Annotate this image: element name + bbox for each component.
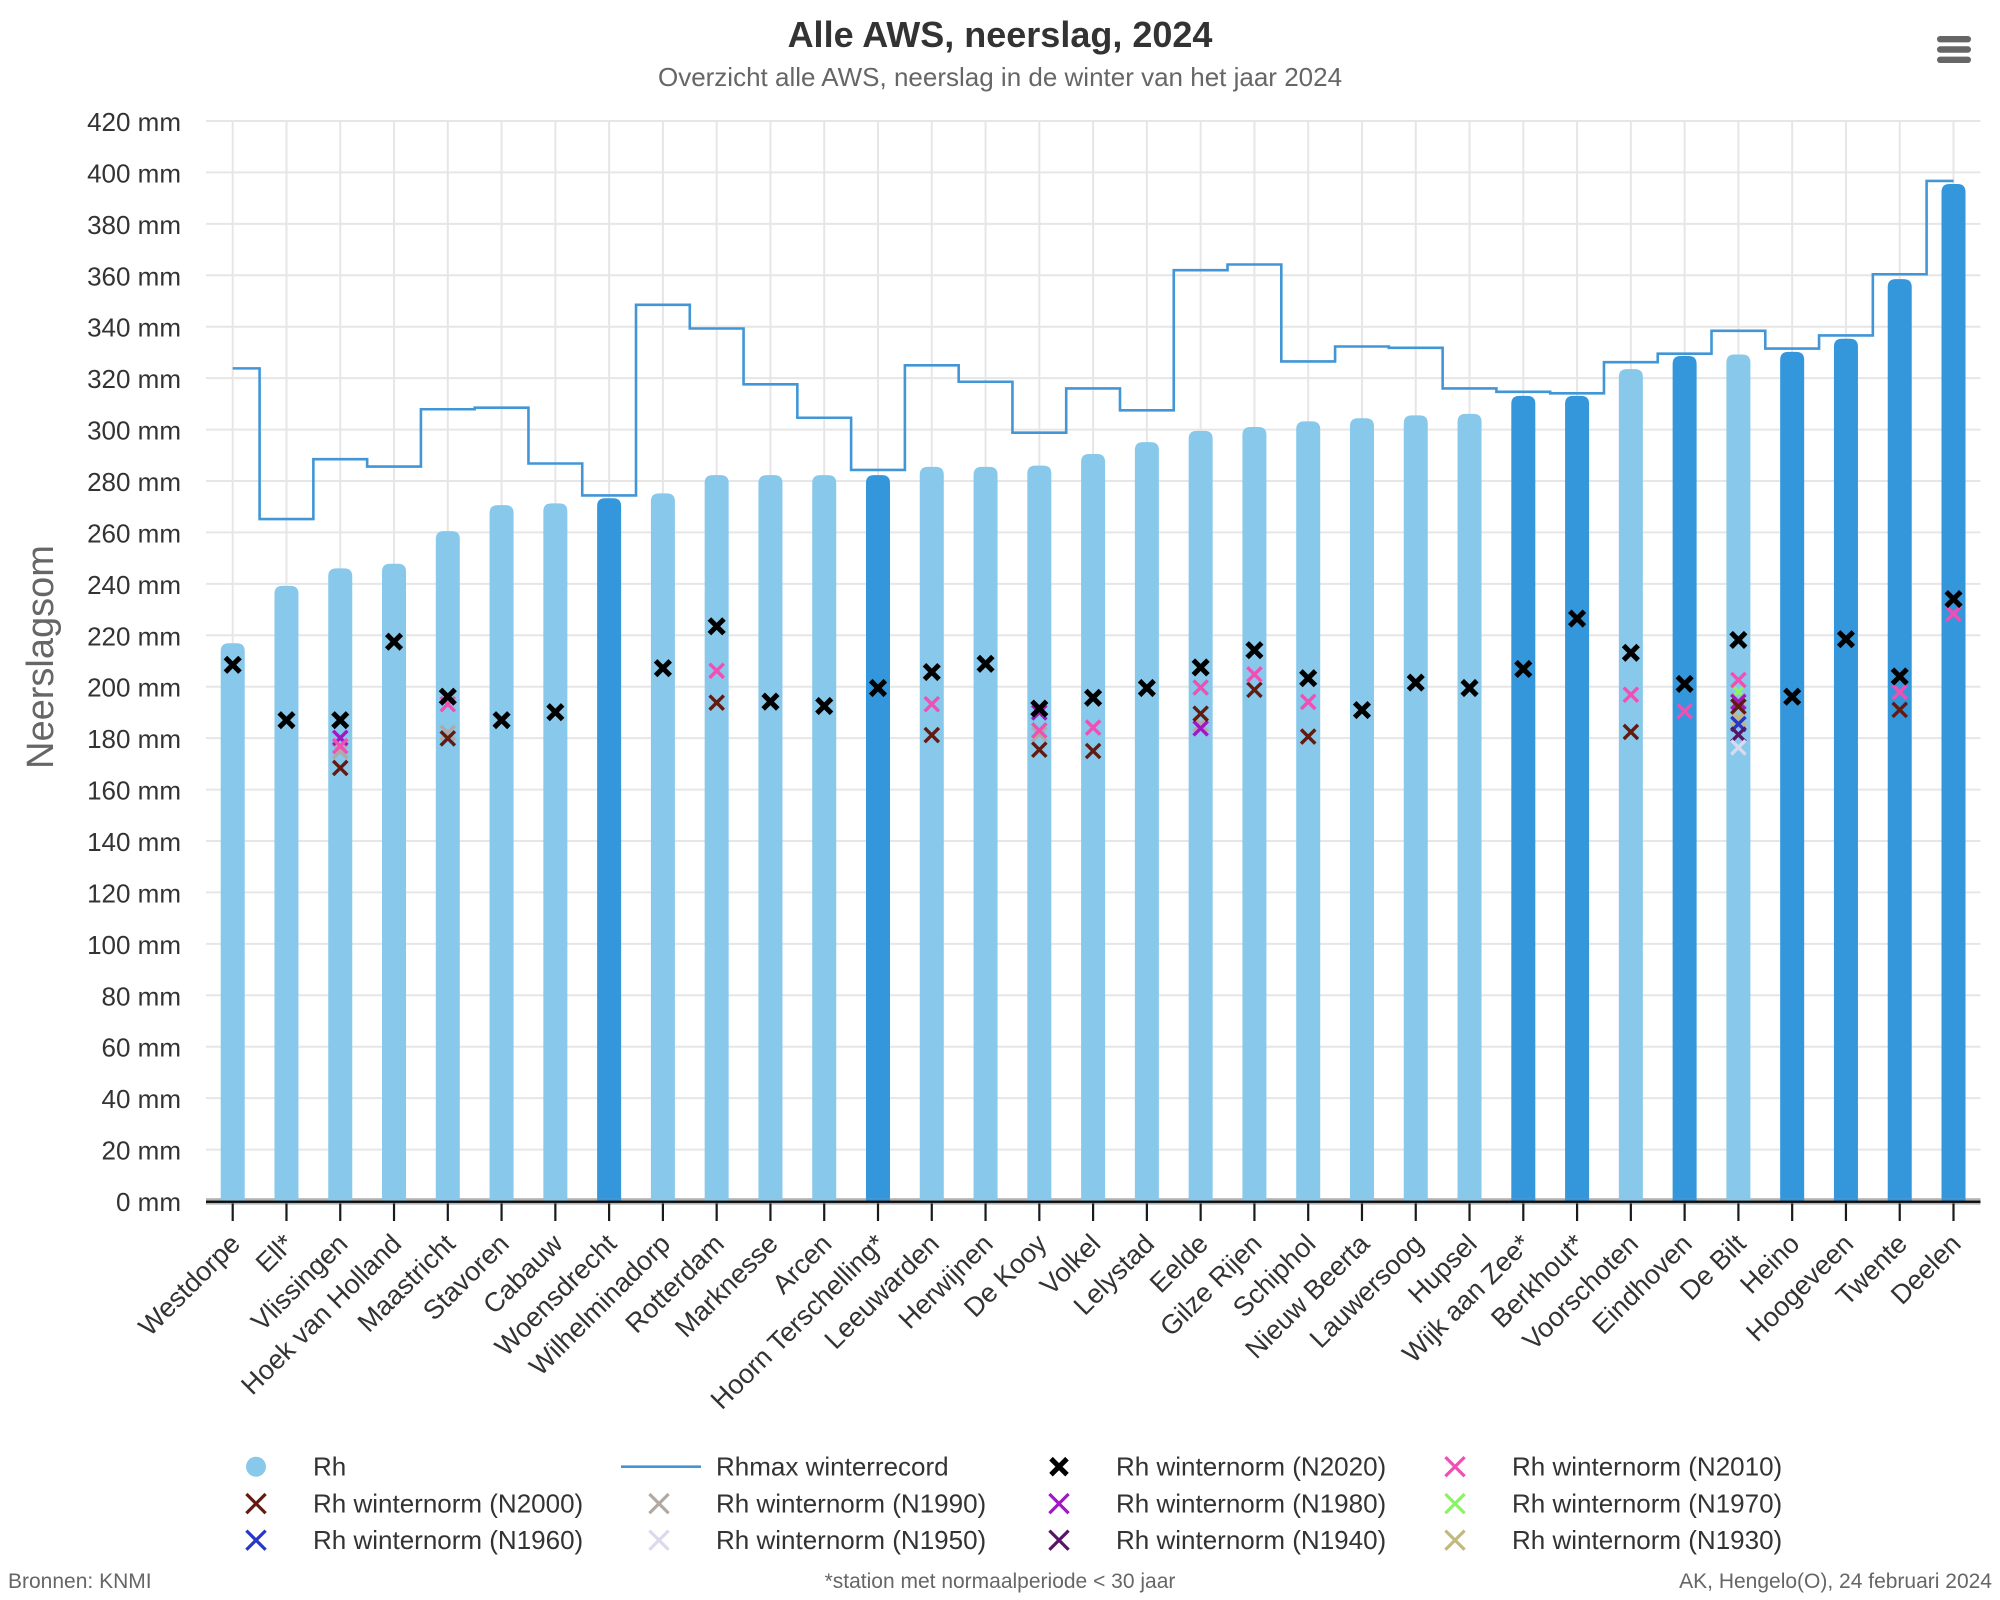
svg-text:Rh winternorm (N1960): Rh winternorm (N1960) xyxy=(313,1525,583,1555)
svg-text:140 mm: 140 mm xyxy=(87,827,181,857)
svg-text:280 mm: 280 mm xyxy=(87,467,181,497)
svg-text:Bronnen: KNMI: Bronnen: KNMI xyxy=(8,1570,152,1593)
svg-text:Rh winternorm (N1980): Rh winternorm (N1980) xyxy=(1116,1489,1386,1519)
svg-text:Rh winternorm (N2010): Rh winternorm (N2010) xyxy=(1512,1452,1782,1482)
svg-text:*station met normaalperiode <: *station met normaalperiode < 30 jaar xyxy=(825,1570,1176,1593)
svg-text:340 mm: 340 mm xyxy=(87,313,181,343)
svg-text:Alle AWS, neerslag, 2024: Alle AWS, neerslag, 2024 xyxy=(788,14,1213,55)
svg-text:220 mm: 220 mm xyxy=(87,621,181,651)
svg-text:Rh: Rh xyxy=(313,1452,346,1482)
svg-text:120 mm: 120 mm xyxy=(87,878,181,908)
svg-text:40 mm: 40 mm xyxy=(102,1084,181,1114)
svg-text:380 mm: 380 mm xyxy=(87,210,181,240)
svg-text:320 mm: 320 mm xyxy=(87,364,181,394)
svg-text:Rhmax winterrecord: Rhmax winterrecord xyxy=(716,1452,949,1482)
svg-text:100 mm: 100 mm xyxy=(87,930,181,960)
svg-text:240 mm: 240 mm xyxy=(87,570,181,600)
svg-text:60 mm: 60 mm xyxy=(102,1033,181,1063)
svg-text:Overzicht alle AWS, neerslag i: Overzicht alle AWS, neerslag in de winte… xyxy=(658,62,1342,92)
svg-text:200 mm: 200 mm xyxy=(87,673,181,703)
svg-text:Rh winternorm (N2000): Rh winternorm (N2000) xyxy=(313,1489,583,1519)
svg-text:300 mm: 300 mm xyxy=(87,416,181,446)
svg-text:Rh winternorm (N1930): Rh winternorm (N1930) xyxy=(1512,1525,1782,1555)
svg-text:Neerslagsom: Neerslagsom xyxy=(20,545,62,769)
svg-text:420 mm: 420 mm xyxy=(87,107,181,137)
svg-text:0 mm: 0 mm xyxy=(116,1187,181,1217)
svg-text:160 mm: 160 mm xyxy=(87,776,181,806)
svg-text:Rh winternorm (N1970): Rh winternorm (N1970) xyxy=(1512,1489,1782,1519)
svg-text:AK, Hengelo(O), 24 februari 20: AK, Hengelo(O), 24 februari 2024 xyxy=(1679,1570,1992,1593)
svg-text:Rh winternorm (N1950): Rh winternorm (N1950) xyxy=(716,1525,986,1555)
svg-text:Rh winternorm (N1940): Rh winternorm (N1940) xyxy=(1116,1525,1386,1555)
svg-text:180 mm: 180 mm xyxy=(87,724,181,754)
svg-text:400 mm: 400 mm xyxy=(87,158,181,188)
svg-text:20 mm: 20 mm xyxy=(102,1136,181,1166)
svg-text:Rh winternorm (N1990): Rh winternorm (N1990) xyxy=(716,1489,986,1519)
svg-text:360 mm: 360 mm xyxy=(87,261,181,291)
svg-text:Rh winternorm (N2020): Rh winternorm (N2020) xyxy=(1116,1452,1386,1482)
svg-text:260 mm: 260 mm xyxy=(87,518,181,548)
svg-text:80 mm: 80 mm xyxy=(102,981,181,1011)
